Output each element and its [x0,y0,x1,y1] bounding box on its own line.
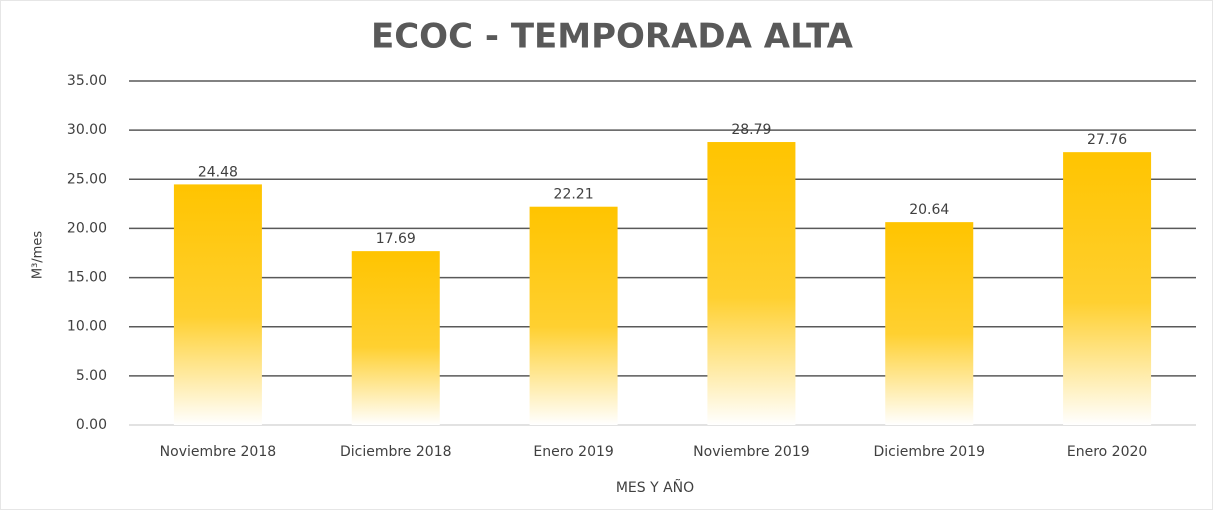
x-tick-label: Noviembre 2018 [160,444,277,460]
bar [351,251,440,425]
y-tick-label: 15.00 [67,270,107,286]
data-label: 17.69 [376,231,416,247]
y-tick-label: 5.00 [76,368,107,384]
y-tick-label: 10.00 [67,319,107,335]
x-tick-label: Diciembre 2019 [873,444,985,460]
data-label: 22.21 [554,187,594,203]
y-tick-label: 20.00 [67,220,107,236]
bar [1063,152,1152,425]
y-axis-label: M³/mes [31,231,46,279]
data-label: 27.76 [1087,132,1127,148]
y-tick-label: 35.00 [67,73,107,89]
data-label: 20.64 [909,202,949,218]
data-label: 24.48 [198,164,238,180]
chart-title: ECOC - TEMPORADA ALTA [371,17,854,57]
bar [529,206,618,425]
y-tick-label: 25.00 [67,171,107,187]
bar [885,222,974,425]
y-tick-label: 0.00 [76,417,107,433]
bar [173,184,262,425]
x-axis-label: MES Y AÑO [616,479,694,496]
x-tick-label: Enero 2019 [533,444,613,460]
y-tick-label: 30.00 [67,122,107,138]
x-tick-label: Noviembre 2019 [693,444,810,460]
data-label: 28.79 [731,122,771,138]
x-tick-label: Enero 2020 [1067,444,1147,460]
x-tick-label: Diciembre 2018 [340,444,452,460]
bar [707,142,796,425]
